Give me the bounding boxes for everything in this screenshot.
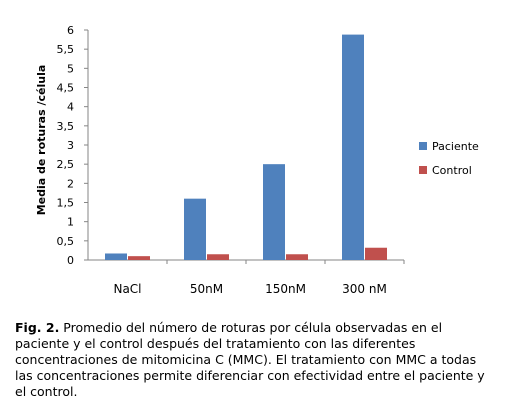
y-axis-title: Media de roturas /célula <box>35 65 48 216</box>
y-tick-label: 3 <box>67 139 74 152</box>
x-category-label: 50nM <box>190 282 223 296</box>
y-tick-label: 1 <box>67 216 74 229</box>
bar-paciente-3 <box>342 34 364 260</box>
x-category-label: 150nM <box>265 282 306 296</box>
legend-swatch-control <box>419 166 427 174</box>
y-tick-label: 6 <box>67 24 74 37</box>
legend-swatch-paciente <box>419 142 427 150</box>
y-tick-label: 2,5 <box>57 158 75 171</box>
y-tick-label: 3,5 <box>57 120 75 133</box>
bar-control-2 <box>286 254 308 260</box>
y-tick-label: 2 <box>67 177 74 190</box>
bar-chart: 0 0,5 1 1,5 2 2,5 3 3,5 4 4,5 5 5,5 6 NaCl 50nM 150nM 3… <box>35 24 479 296</box>
y-tick-label: 5,5 <box>57 43 75 56</box>
y-tick-label: 0,5 <box>57 235 75 248</box>
y-tick-label: 4,5 <box>57 82 75 95</box>
bar-control-3 <box>365 247 387 260</box>
y-axis-ticks: 0 0,5 1 1,5 2 2,5 3 3,5 4 4,5 5 5,5 6 <box>57 24 88 267</box>
caption-text: Promedio del número de roturas por célul… <box>15 320 485 399</box>
x-category-label: 300 nM <box>342 282 387 296</box>
bar-paciente-0 <box>105 253 127 260</box>
legend: Paciente Control <box>419 140 479 177</box>
y-tick-label: 4 <box>67 101 74 114</box>
bars <box>105 34 387 260</box>
legend-label-paciente: Paciente <box>432 140 479 153</box>
legend-label-control: Control <box>432 164 472 177</box>
figure-caption: Fig. 2. Promedio del número de roturas p… <box>15 320 495 400</box>
bar-paciente-1 <box>184 198 206 260</box>
y-tick-label: 5 <box>67 62 74 75</box>
bar-control-1 <box>207 254 229 260</box>
x-category-label: NaCl <box>113 282 141 296</box>
bar-paciente-2 <box>263 164 285 260</box>
bar-control-0 <box>128 256 150 260</box>
y-tick-label: 1,5 <box>57 197 75 210</box>
x-axis-categories: NaCl 50nM 150nM 300 nM <box>113 260 405 296</box>
y-tick-label: 0 <box>67 254 74 267</box>
caption-label: Fig. 2. <box>15 320 60 335</box>
